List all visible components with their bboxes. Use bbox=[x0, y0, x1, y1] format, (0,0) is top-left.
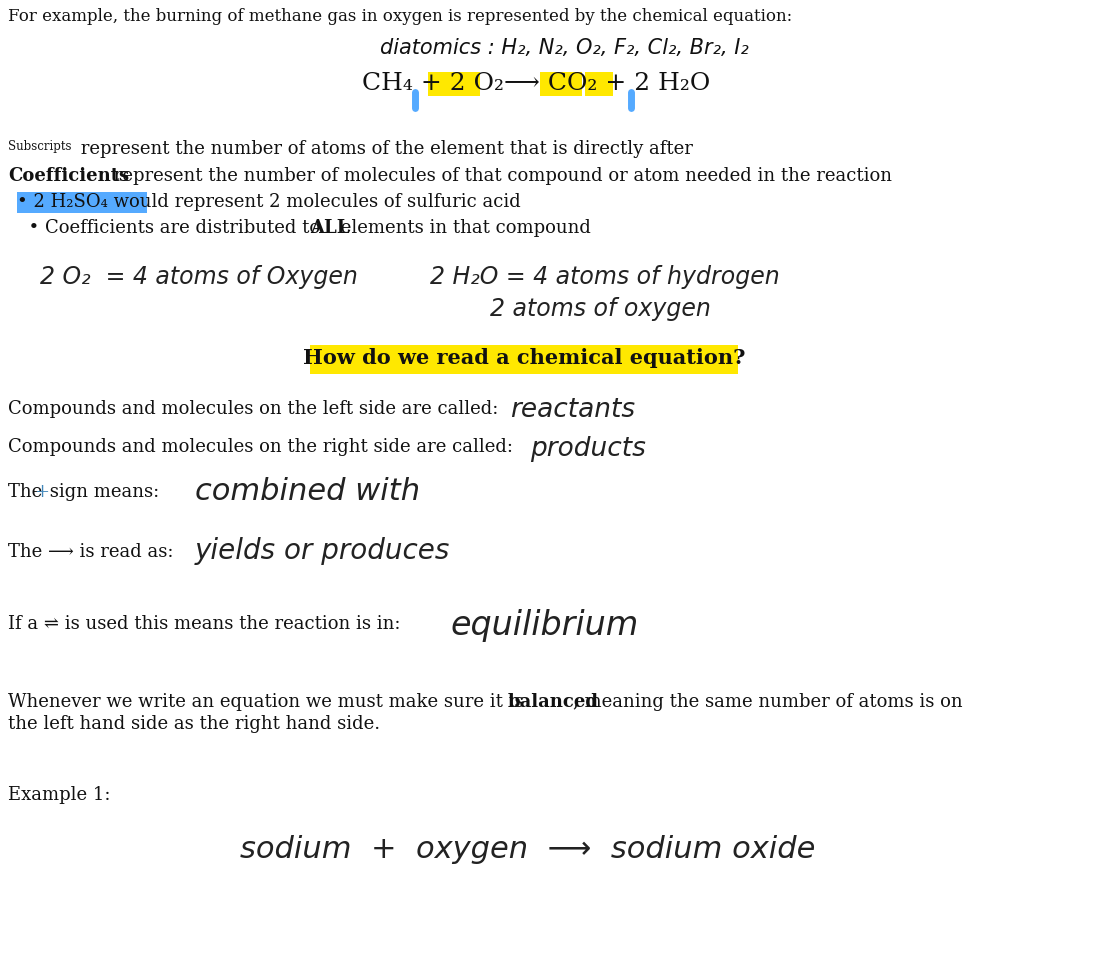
Text: CH₄ + 2 O₂⟶ CO₂ + 2 H₂O: CH₄ + 2 O₂⟶ CO₂ + 2 H₂O bbox=[362, 72, 711, 95]
Text: Subscripts: Subscripts bbox=[8, 140, 72, 153]
Text: balanced: balanced bbox=[508, 693, 600, 711]
Text: 2 O₂  = 4 atoms of Oxygen: 2 O₂ = 4 atoms of Oxygen bbox=[40, 265, 358, 289]
Text: How do we read a chemical equation?: How do we read a chemical equation? bbox=[302, 348, 746, 368]
Text: Coefficients: Coefficients bbox=[8, 167, 129, 185]
Text: 2 H₂O = 4 atoms of hydrogen: 2 H₂O = 4 atoms of hydrogen bbox=[430, 265, 780, 289]
FancyBboxPatch shape bbox=[585, 72, 613, 96]
Text: 2 atoms of oxygen: 2 atoms of oxygen bbox=[490, 297, 711, 321]
Text: products: products bbox=[530, 436, 646, 462]
Text: Compounds and molecules on the left side are called:: Compounds and molecules on the left side… bbox=[8, 400, 498, 418]
FancyBboxPatch shape bbox=[540, 72, 582, 96]
Text: For example, the burning of methane gas in oxygen is represented by the chemical: For example, the burning of methane gas … bbox=[8, 8, 792, 25]
FancyBboxPatch shape bbox=[16, 192, 147, 213]
Text: • Coefficients are distributed to: • Coefficients are distributed to bbox=[16, 219, 326, 237]
Text: The: The bbox=[8, 483, 48, 501]
FancyBboxPatch shape bbox=[310, 345, 738, 374]
Text: represent the number of atoms of the element that is directly after: represent the number of atoms of the ele… bbox=[75, 140, 693, 158]
Text: the left hand side as the right hand side.: the left hand side as the right hand sid… bbox=[8, 715, 381, 733]
Text: , meaning the same number of atoms is on: , meaning the same number of atoms is on bbox=[573, 693, 962, 711]
Text: yields or produces: yields or produces bbox=[195, 537, 450, 565]
Text: If a ⇌ is used this means the reaction is in:: If a ⇌ is used this means the reaction i… bbox=[8, 615, 400, 633]
Text: diatomics : H₂, N₂, O₂, F₂, Cl₂, Br₂, I₂: diatomics : H₂, N₂, O₂, F₂, Cl₂, Br₂, I₂ bbox=[379, 38, 749, 58]
FancyBboxPatch shape bbox=[428, 72, 480, 96]
Text: Compounds and molecules on the right side are called:: Compounds and molecules on the right sid… bbox=[8, 438, 513, 456]
Text: equilibrium: equilibrium bbox=[450, 609, 638, 642]
Text: The ⟶ is read as:: The ⟶ is read as: bbox=[8, 543, 174, 561]
Text: +: + bbox=[34, 483, 50, 501]
Text: • 2 H₂SO₄ would represent 2 molecules of sulfuric acid: • 2 H₂SO₄ would represent 2 molecules of… bbox=[16, 193, 520, 211]
Text: combined with: combined with bbox=[195, 477, 420, 506]
Text: Whenever we write an equation we must make sure it is: Whenever we write an equation we must ma… bbox=[8, 693, 529, 711]
Text: reactants: reactants bbox=[510, 397, 635, 423]
Text: represent the number of molecules of that compound or atom needed in the reactio: represent the number of molecules of tha… bbox=[108, 167, 892, 185]
Text: Example 1:: Example 1: bbox=[8, 786, 110, 804]
Text: ALL: ALL bbox=[310, 219, 350, 237]
Text: sodium  +  oxygen  ⟶  sodium oxide: sodium + oxygen ⟶ sodium oxide bbox=[240, 835, 815, 864]
Text: elements in that compound: elements in that compound bbox=[336, 219, 591, 237]
Text: sign means:: sign means: bbox=[44, 483, 160, 501]
